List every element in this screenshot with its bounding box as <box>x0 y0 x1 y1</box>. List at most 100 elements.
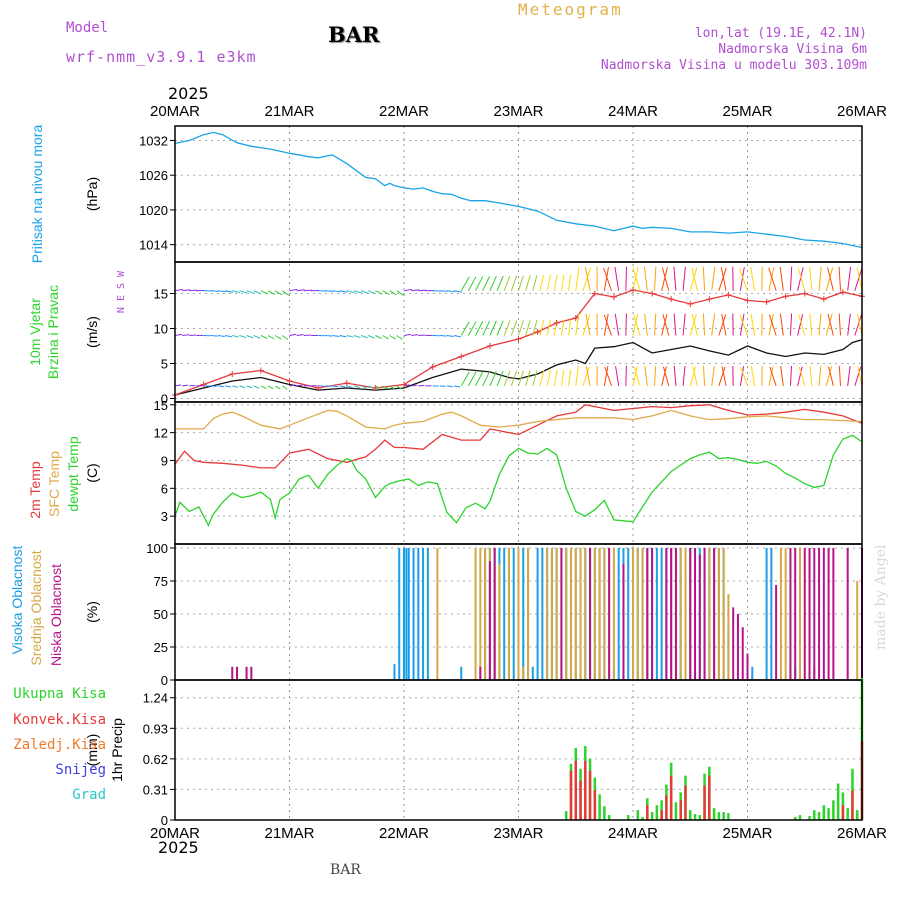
wind-barb <box>797 267 806 291</box>
wind-barb <box>532 370 538 387</box>
wind-barb <box>633 314 641 336</box>
wind-barb <box>689 366 697 387</box>
precip-legend-item: Grad <box>72 787 106 803</box>
wind-barb <box>625 313 627 336</box>
wind-barb <box>289 288 298 292</box>
wind-barb <box>603 266 610 291</box>
bar-srednja-oblacnost <box>684 547 687 680</box>
bar-konvek-kisa <box>660 810 663 820</box>
wind-barb <box>260 335 268 340</box>
wind-barb <box>274 290 283 296</box>
wind-barb <box>818 365 822 386</box>
bar-niska-oblacnost <box>827 547 830 680</box>
bar-visoka-oblacnost <box>751 666 754 680</box>
wind-barb <box>718 314 727 336</box>
y-tick-label: 1020 <box>139 203 168 218</box>
wind-barb <box>525 370 531 387</box>
y-tick-label: 0 <box>161 392 168 407</box>
wind-barb <box>418 289 427 292</box>
wind-barb <box>282 335 289 340</box>
wind-barb <box>389 335 396 340</box>
time-label-top: 21MAR <box>264 103 314 120</box>
wind-barb <box>702 313 706 336</box>
station-title: BAR <box>328 22 380 47</box>
bar-srednja-oblacnost <box>527 547 530 680</box>
wind-barb <box>217 385 224 388</box>
gust-marker <box>801 290 808 297</box>
wind-barb <box>585 366 591 386</box>
bar-konvek-kisa <box>703 785 706 820</box>
wind-barb <box>644 365 648 386</box>
bar-konvek-kisa <box>593 790 597 820</box>
bar-ukupna-kisa <box>793 817 797 820</box>
gust-marker <box>820 296 827 303</box>
precip-legend-item: Ukupna Kisa <box>13 686 106 702</box>
wind-barb <box>439 290 448 292</box>
wind-barb <box>189 289 198 292</box>
bar-niska-oblacnost <box>794 547 797 680</box>
wind-barb <box>847 266 852 291</box>
y-tick-label: 1032 <box>139 133 168 148</box>
bar-konvek-kisa <box>684 785 687 820</box>
bar-visoka-oblacnost <box>660 547 663 680</box>
wind-barb <box>838 266 842 291</box>
wind-barb <box>353 290 362 294</box>
bar-niska-oblacnost <box>713 547 716 680</box>
bar-srednja-oblacnost <box>593 547 596 680</box>
wind-barb <box>503 320 511 336</box>
wind-barb <box>217 335 225 337</box>
time-label-bottom: 24MAR <box>608 825 658 842</box>
wind-barb <box>546 274 551 291</box>
wind-barb <box>838 365 842 386</box>
wind-barb <box>346 335 354 338</box>
wind-barb <box>274 335 282 340</box>
gust-marker <box>610 294 617 300</box>
wind-barb <box>739 366 745 386</box>
wind-barb <box>396 290 404 296</box>
wind-barb <box>475 371 484 387</box>
wind-barb <box>797 366 803 387</box>
wind-barb <box>553 274 558 291</box>
wind-barb <box>711 266 716 291</box>
wind-barb <box>818 266 822 291</box>
wind-barb <box>453 335 462 338</box>
wind-barb <box>467 371 477 387</box>
bar-visoka-oblacnost <box>398 547 401 680</box>
gust-marker <box>515 336 522 342</box>
bar-srednja-oblacnost <box>636 547 639 680</box>
wind-barb <box>460 371 470 387</box>
wind-barb <box>603 267 613 291</box>
bar-ukupna-kisa <box>846 808 849 820</box>
bar-niska-oblacnost <box>651 547 654 680</box>
bar-visoka-oblacnost <box>393 664 396 680</box>
wind-barb <box>403 288 412 292</box>
wind-barb <box>368 290 376 295</box>
wind-barb <box>854 366 862 387</box>
time-label-bottom: 20MAR <box>150 825 200 842</box>
y-tick-label: 15 <box>154 287 168 302</box>
gust-marker <box>534 329 541 335</box>
bar-visoka-oblacnost <box>503 547 506 680</box>
wind-barb <box>525 320 531 336</box>
wind-barb <box>389 385 396 390</box>
bar-srednja-oblacnost <box>722 547 725 680</box>
wind-barb <box>653 266 657 291</box>
wind-barb <box>217 290 226 293</box>
wind-barb <box>460 276 470 291</box>
wind-barb <box>702 266 706 291</box>
bar-ukupna-kisa <box>717 812 721 820</box>
wind-barb <box>750 266 756 291</box>
wind-barb <box>809 266 813 291</box>
bar-niska-oblacnost <box>741 627 744 680</box>
wind-barb <box>267 290 276 296</box>
year-label-bottom: 2025 <box>158 838 199 857</box>
wind-barb <box>539 319 545 336</box>
bar-ukupna-kisa <box>822 805 826 820</box>
bar-ukupna-kisa <box>607 815 611 820</box>
time-label-top: 22MAR <box>379 103 429 120</box>
bar-ukupna-kisa <box>698 815 702 820</box>
bar-visoka-oblacnost <box>655 547 658 680</box>
wind-barb <box>546 370 551 387</box>
wind-barb <box>210 290 219 292</box>
